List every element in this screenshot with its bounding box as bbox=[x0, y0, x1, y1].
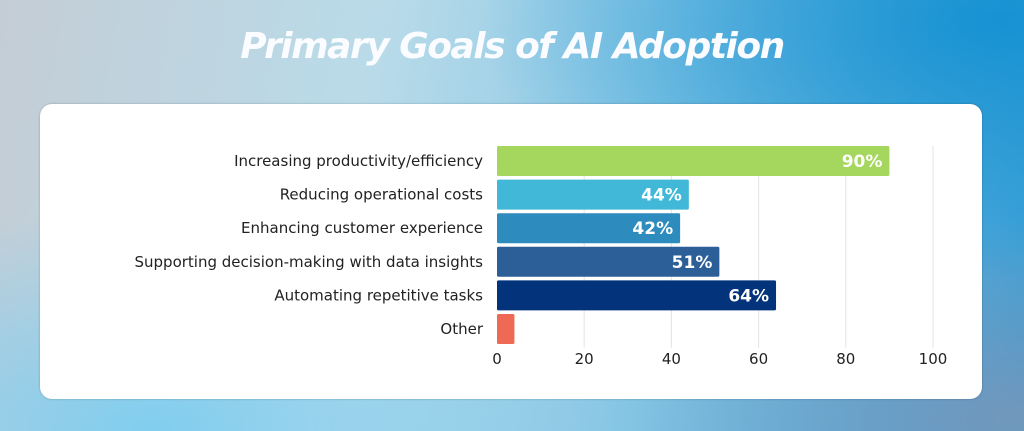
category-label: Automating repetitive tasks bbox=[274, 286, 483, 304]
data-label: 64% bbox=[728, 286, 769, 306]
category-label: Other bbox=[440, 320, 483, 338]
data-label: 90% bbox=[842, 152, 883, 172]
category-label: Supporting decision-making with data ins… bbox=[135, 253, 484, 271]
category-label: Increasing productivity/efficiency bbox=[234, 152, 483, 170]
bar bbox=[497, 179, 689, 210]
category-label: Reducing operational costs bbox=[280, 186, 483, 204]
bar bbox=[497, 314, 515, 344]
category-label: Enhancing customer experience bbox=[241, 219, 483, 237]
x-tick-label: 20 bbox=[575, 350, 594, 368]
bar bbox=[497, 246, 720, 277]
bar bbox=[497, 146, 890, 176]
bar bbox=[497, 213, 681, 244]
x-tick-label: 40 bbox=[662, 350, 681, 368]
data-label: 42% bbox=[632, 219, 673, 239]
bar bbox=[497, 280, 777, 311]
x-tick-label: 60 bbox=[749, 350, 768, 368]
data-label: 51% bbox=[672, 253, 713, 273]
data-label: 44% bbox=[641, 186, 682, 206]
x-tick-label: 100 bbox=[919, 350, 948, 368]
chart-title: Primary Goals of AI Adoption bbox=[240, 26, 785, 67]
x-tick-label: 80 bbox=[836, 350, 855, 368]
x-tick-label: 0 bbox=[492, 350, 502, 368]
